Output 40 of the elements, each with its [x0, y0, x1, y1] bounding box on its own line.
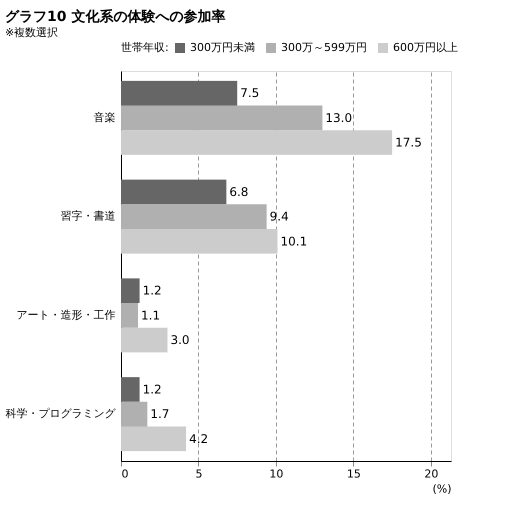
bar [121, 204, 267, 229]
y-tick-label: 習字・書道 [60, 210, 116, 223]
x-tick-label: 5 [195, 468, 202, 480]
data-label: 6.8 [229, 184, 248, 199]
legend-label: 300万～599万円 [281, 41, 367, 54]
y-tick-label: 音楽 [94, 110, 116, 124]
data-label: 4.2 [189, 432, 208, 446]
x-tick-label: 10 [269, 468, 284, 480]
bar [121, 80, 238, 106]
bar [121, 180, 226, 204]
legend-title: 世帯年収: [121, 41, 169, 54]
bar [121, 328, 168, 352]
bar [121, 106, 322, 130]
bar [121, 303, 138, 328]
y-tick-label: 科学・プログラミング [6, 407, 116, 420]
data-label: 1.2 [142, 284, 162, 298]
data-label: 17.5 [395, 136, 422, 150]
x-tick-label: 15 [346, 468, 361, 480]
bar [121, 130, 392, 155]
data-label: 10.1 [280, 234, 308, 248]
x-tick-label: 20 [424, 468, 438, 480]
data-label: 9.4 [270, 210, 289, 224]
data-label: 7.5 [240, 86, 260, 100]
bar [121, 228, 278, 254]
bar [121, 402, 148, 426]
data-label: 1.2 [142, 382, 162, 396]
chart-title: グラフ10 文化系の体験への参加率 [5, 8, 226, 25]
data-label: 3.0 [170, 333, 190, 348]
x-tick-label: 0 [122, 468, 128, 480]
data-label: 1.7 [150, 407, 170, 422]
data-label: 13.0 [325, 110, 352, 125]
bar [121, 426, 186, 452]
legend-label: 600万円以上 [393, 41, 458, 54]
legend-label: 300万円未満 [190, 41, 255, 54]
bar [121, 278, 140, 304]
data-label: 1.1 [141, 308, 160, 322]
x-axis-title: (%) [432, 482, 452, 496]
text: ※複数選択 [5, 26, 58, 39]
y-tick-label: アート・造形・工作 [16, 308, 116, 322]
bar [121, 377, 140, 402]
